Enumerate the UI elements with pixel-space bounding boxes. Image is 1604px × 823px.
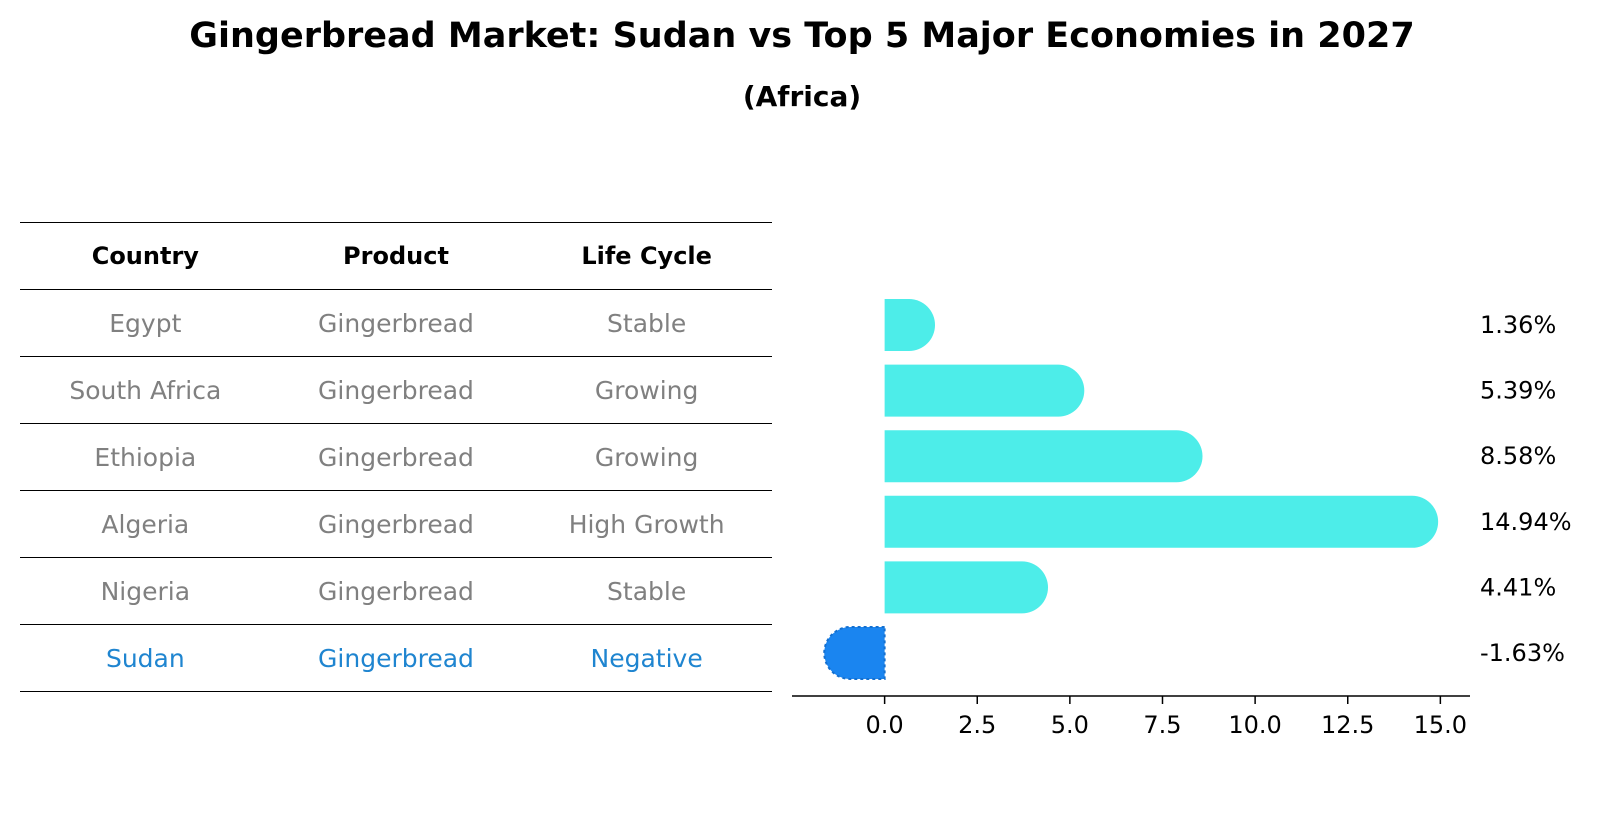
life-cycle-cell: Negative bbox=[590, 643, 703, 673]
table-row: Nigeria Gingerbread Stable bbox=[20, 558, 772, 625]
value-label: 8.58% bbox=[1480, 442, 1556, 470]
life-cycle-cell: Stable bbox=[607, 576, 687, 606]
bar-nigeria bbox=[884, 561, 1049, 614]
product-cell: Gingerbread bbox=[318, 643, 474, 673]
country-cell: Nigeria bbox=[100, 576, 191, 606]
country-cell: Ethiopia bbox=[94, 442, 197, 472]
table-row: South Africa Gingerbread Growing bbox=[20, 357, 772, 424]
country-cell: Sudan bbox=[105, 643, 185, 673]
bar-sudan bbox=[823, 626, 886, 680]
table-row-highlight: Sudan Gingerbread Negative bbox=[20, 625, 772, 692]
value-label: 1.36% bbox=[1480, 311, 1556, 339]
product-cell: Gingerbread bbox=[318, 442, 474, 472]
value-label: -1.63% bbox=[1480, 639, 1565, 667]
product-cell: Gingerbread bbox=[318, 375, 474, 405]
value-label: 5.39% bbox=[1480, 377, 1556, 405]
life-cycle-cell: High Growth bbox=[568, 509, 725, 539]
life-cycle-cell: Growing bbox=[594, 375, 699, 405]
bar-south-africa bbox=[884, 364, 1085, 417]
value-label: 4.41% bbox=[1480, 573, 1556, 601]
country-cell: Algeria bbox=[101, 509, 190, 539]
table-row: Egypt Gingerbread Stable bbox=[20, 290, 772, 357]
product-cell: Gingerbread bbox=[318, 509, 474, 539]
bar-ethiopia bbox=[884, 430, 1203, 483]
life-cycle-cell: Growing bbox=[594, 442, 699, 472]
table-header-row: Country Product Life Cycle bbox=[20, 222, 772, 290]
x-tick-label: 2.5 bbox=[958, 711, 996, 739]
x-tick-label: 5.0 bbox=[1051, 711, 1089, 739]
product-cell: Gingerbread bbox=[318, 576, 474, 606]
country-cell: Egypt bbox=[109, 308, 182, 338]
x-tick-label: 12.5 bbox=[1321, 711, 1374, 739]
bar-egypt bbox=[884, 299, 936, 351]
x-tick-label: 15.0 bbox=[1414, 711, 1467, 739]
chart-title: Gingerbread Market: Sudan vs Top 5 Major… bbox=[189, 16, 1415, 56]
header-life-cycle: Life Cycle bbox=[581, 242, 712, 270]
value-label: 14.94% bbox=[1480, 508, 1572, 536]
life-cycle-cell: Stable bbox=[607, 308, 687, 338]
table-row: Algeria Gingerbread High Growth bbox=[20, 491, 772, 558]
header-country: Country bbox=[91, 242, 199, 270]
header-product: Product bbox=[343, 242, 449, 270]
x-tick-label: 7.5 bbox=[1143, 711, 1181, 739]
product-cell: Gingerbread bbox=[318, 308, 474, 338]
table-row: Ethiopia Gingerbread Growing bbox=[20, 424, 772, 491]
x-tick-label: 0.0 bbox=[866, 711, 904, 739]
market-table: Country Product Life Cycle Egypt Gingerb… bbox=[20, 222, 772, 692]
bar-algeria bbox=[884, 495, 1439, 548]
chart-subtitle: (Africa) bbox=[742, 80, 862, 113]
country-cell: South Africa bbox=[69, 375, 222, 405]
x-tick-label: 10.0 bbox=[1228, 711, 1281, 739]
